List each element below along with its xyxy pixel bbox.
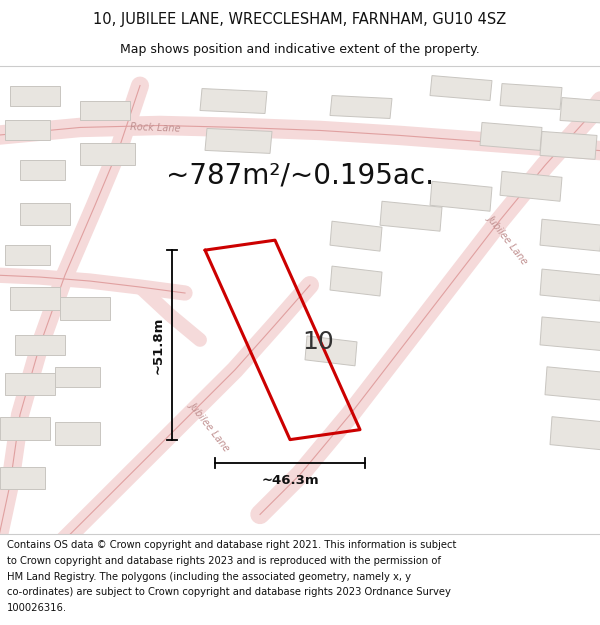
Polygon shape bbox=[55, 367, 100, 387]
Text: to Crown copyright and database rights 2023 and is reproduced with the permissio: to Crown copyright and database rights 2… bbox=[7, 556, 441, 566]
Text: Contains OS data © Crown copyright and database right 2021. This information is : Contains OS data © Crown copyright and d… bbox=[7, 540, 457, 550]
Polygon shape bbox=[0, 417, 50, 439]
Polygon shape bbox=[5, 372, 55, 395]
Polygon shape bbox=[20, 203, 70, 225]
Polygon shape bbox=[330, 266, 382, 296]
Polygon shape bbox=[480, 122, 542, 151]
Polygon shape bbox=[0, 466, 45, 489]
Polygon shape bbox=[550, 417, 600, 451]
Polygon shape bbox=[55, 422, 100, 444]
Text: Jubilee Lane: Jubilee Lane bbox=[188, 400, 232, 453]
Text: co-ordinates) are subject to Crown copyright and database rights 2023 Ordnance S: co-ordinates) are subject to Crown copyr… bbox=[7, 588, 451, 598]
Polygon shape bbox=[430, 76, 492, 101]
Polygon shape bbox=[200, 89, 267, 114]
Polygon shape bbox=[545, 367, 600, 401]
Polygon shape bbox=[10, 86, 60, 106]
Polygon shape bbox=[500, 84, 562, 109]
Polygon shape bbox=[560, 98, 600, 124]
Text: 100026316.: 100026316. bbox=[7, 603, 67, 613]
Polygon shape bbox=[330, 96, 392, 119]
Polygon shape bbox=[5, 121, 50, 141]
Text: 10: 10 bbox=[302, 330, 334, 354]
Polygon shape bbox=[540, 317, 600, 351]
Text: ~51.8m: ~51.8m bbox=[151, 316, 164, 374]
Text: ~787m²/~0.195ac.: ~787m²/~0.195ac. bbox=[166, 161, 434, 189]
Polygon shape bbox=[430, 181, 492, 211]
Polygon shape bbox=[540, 269, 600, 301]
Polygon shape bbox=[500, 171, 562, 201]
Polygon shape bbox=[10, 287, 60, 310]
Text: HM Land Registry. The polygons (including the associated geometry, namely x, y: HM Land Registry. The polygons (includin… bbox=[7, 571, 411, 581]
Polygon shape bbox=[15, 335, 65, 355]
Polygon shape bbox=[205, 129, 272, 153]
Polygon shape bbox=[5, 245, 50, 265]
Polygon shape bbox=[60, 297, 110, 320]
Text: Jubilee Lane: Jubilee Lane bbox=[486, 213, 530, 266]
Polygon shape bbox=[540, 219, 600, 251]
Polygon shape bbox=[540, 131, 597, 159]
Text: Map shows position and indicative extent of the property.: Map shows position and indicative extent… bbox=[120, 42, 480, 56]
Polygon shape bbox=[380, 201, 442, 231]
Text: 10, JUBILEE LANE, WRECCLESHAM, FARNHAM, GU10 4SZ: 10, JUBILEE LANE, WRECCLESHAM, FARNHAM, … bbox=[94, 12, 506, 27]
Polygon shape bbox=[20, 161, 65, 181]
Text: Rock Lane: Rock Lane bbox=[130, 122, 181, 133]
Polygon shape bbox=[80, 101, 130, 121]
Text: ~46.3m: ~46.3m bbox=[261, 474, 319, 487]
Polygon shape bbox=[330, 221, 382, 251]
Polygon shape bbox=[305, 336, 357, 366]
Polygon shape bbox=[80, 143, 135, 166]
